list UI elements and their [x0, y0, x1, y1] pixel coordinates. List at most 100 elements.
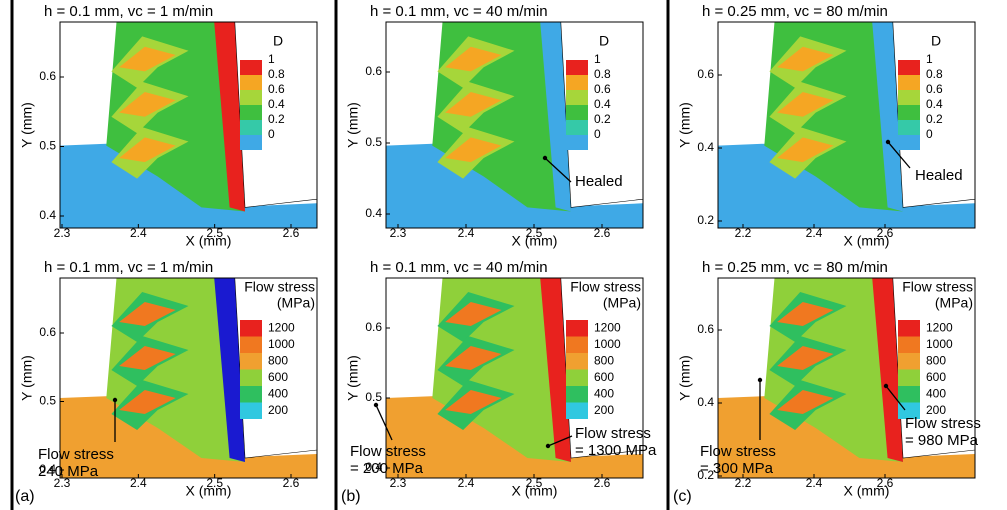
y-label: Y (mm): [677, 355, 693, 401]
arrow-head: [883, 383, 889, 389]
y-tick-label: 0.6: [697, 67, 714, 81]
panel-label: (a): [15, 488, 35, 505]
annotation: Flow stress: [700, 443, 776, 460]
colorbar-segment: [566, 60, 588, 75]
panel-label: (b): [341, 488, 361, 505]
colorbar-segment: [240, 353, 262, 370]
colorbar-segment: [898, 120, 920, 135]
frame: [717, 277, 976, 479]
x-tick-label: 2.4: [130, 476, 147, 490]
y-tick-label: 0.4: [39, 208, 56, 222]
frame: [59, 277, 318, 479]
colorbar-segment: [240, 402, 262, 419]
y-tick-label: 0.6: [39, 69, 56, 83]
x-tick-label: 2.3: [390, 476, 407, 490]
colorbar-segment: [566, 369, 588, 386]
chip-band: [119, 390, 176, 414]
annotation: Flow stress: [350, 443, 426, 460]
frame: [717, 21, 976, 229]
colorbar-label: 600: [268, 370, 288, 384]
y-tick-label: 0.4: [365, 206, 382, 220]
contour-plot: h = 0.25 mm, vc = 80 m/min X (mm) Y (mm) 2.…: [677, 259, 981, 499]
colorbar-label: 0.2: [926, 112, 943, 126]
chip-band: [445, 302, 502, 326]
chip-band: [777, 346, 834, 370]
chip-band: [119, 46, 176, 72]
chip-band: [777, 302, 834, 326]
arrow-head: [757, 377, 763, 383]
colorbar-label: 0.4: [594, 97, 611, 111]
x-tick-label: 2.2: [735, 476, 752, 490]
x-label: X (mm): [186, 233, 232, 249]
legend-title: D: [599, 33, 609, 49]
colorbar-segment: [240, 105, 262, 120]
annotation: Flow stress: [905, 415, 981, 432]
colorbar-segment: [240, 90, 262, 105]
x-tick-label: 2.5: [206, 476, 223, 490]
colorbar-label: 0.8: [594, 67, 611, 81]
annotation: = 980 MPa: [905, 432, 979, 449]
x-tick-label: 2.5: [206, 226, 223, 240]
annotation: Healed: [575, 173, 623, 190]
colorbar-segment: [240, 386, 262, 403]
colorbar-label: 600: [926, 370, 946, 384]
colorbar-label: 0: [926, 127, 933, 141]
legend-title: Flow stress: [244, 279, 315, 295]
arrow-head: [112, 397, 118, 403]
chip-band: [119, 302, 176, 326]
contours: [718, 22, 975, 228]
colorbar-segment: [898, 369, 920, 386]
plot-title: h = 0.1 mm, vc = 1 m/min: [44, 3, 213, 20]
y-tick-label: 0.5: [365, 135, 382, 149]
chip-band: [777, 46, 834, 72]
colorbar-label: 400: [594, 386, 614, 400]
colorbar-label: 200: [268, 403, 288, 417]
colorbar-segment: [898, 386, 920, 403]
frame: [385, 21, 644, 229]
y-tick-label: 0.2: [697, 468, 714, 482]
chip-band: [119, 346, 176, 370]
x-tick-label: 2.4: [458, 476, 475, 490]
annotation-arrow: [375, 404, 393, 441]
colorbar-label: 0.2: [268, 112, 285, 126]
colorbar-segment: [240, 75, 262, 90]
contours: [60, 22, 317, 228]
annotation-arrow: [544, 157, 572, 183]
colorbar-segment: [566, 105, 588, 120]
colorbar-label: 1000: [594, 337, 621, 351]
legend-title: (MPa): [277, 295, 315, 311]
colorbar-label: 1000: [926, 337, 953, 351]
colorbar-label: 0.2: [594, 112, 611, 126]
legend-title: D: [273, 33, 283, 49]
x-tick-label: 2.3: [390, 226, 407, 240]
colorbar-segment: [240, 60, 262, 75]
annotation: = 300 MPa: [700, 460, 774, 477]
colorbar-segment: [566, 402, 588, 419]
colorbar-label: 0: [594, 127, 601, 141]
chip-band: [119, 137, 176, 163]
frame: [59, 21, 318, 229]
colorbar-segment: [898, 402, 920, 419]
y-tick-label: 0.4: [39, 462, 56, 476]
y-label: Y (mm): [19, 102, 35, 148]
y-tick-label: 0.4: [365, 460, 382, 474]
contour-plot: h = 0.1 mm, vc = 40 m/min X (mm) Y (mm) 2.3…: [345, 3, 644, 249]
y-tick-label: 0.4: [697, 395, 714, 409]
colorbar-segment: [240, 369, 262, 386]
annotation: = 200 MPa: [350, 460, 424, 477]
annotation: Healed: [915, 167, 963, 184]
arrow-head: [373, 402, 379, 408]
y-tick-label: 0.5: [39, 139, 56, 153]
annotation: Flow stress: [38, 446, 114, 463]
y-label: Y (mm): [19, 355, 35, 401]
colorbar-label: 400: [268, 386, 288, 400]
colorbar-label: 0.4: [268, 97, 285, 111]
colorbar-label: 1000: [268, 337, 295, 351]
colorbar-label: 400: [926, 386, 946, 400]
colorbar-label: 0: [268, 127, 275, 141]
y-tick-label: 0.6: [697, 322, 714, 336]
y-tick-label: 0.5: [39, 394, 56, 408]
contours: [386, 278, 643, 478]
chip-band: [119, 92, 176, 117]
